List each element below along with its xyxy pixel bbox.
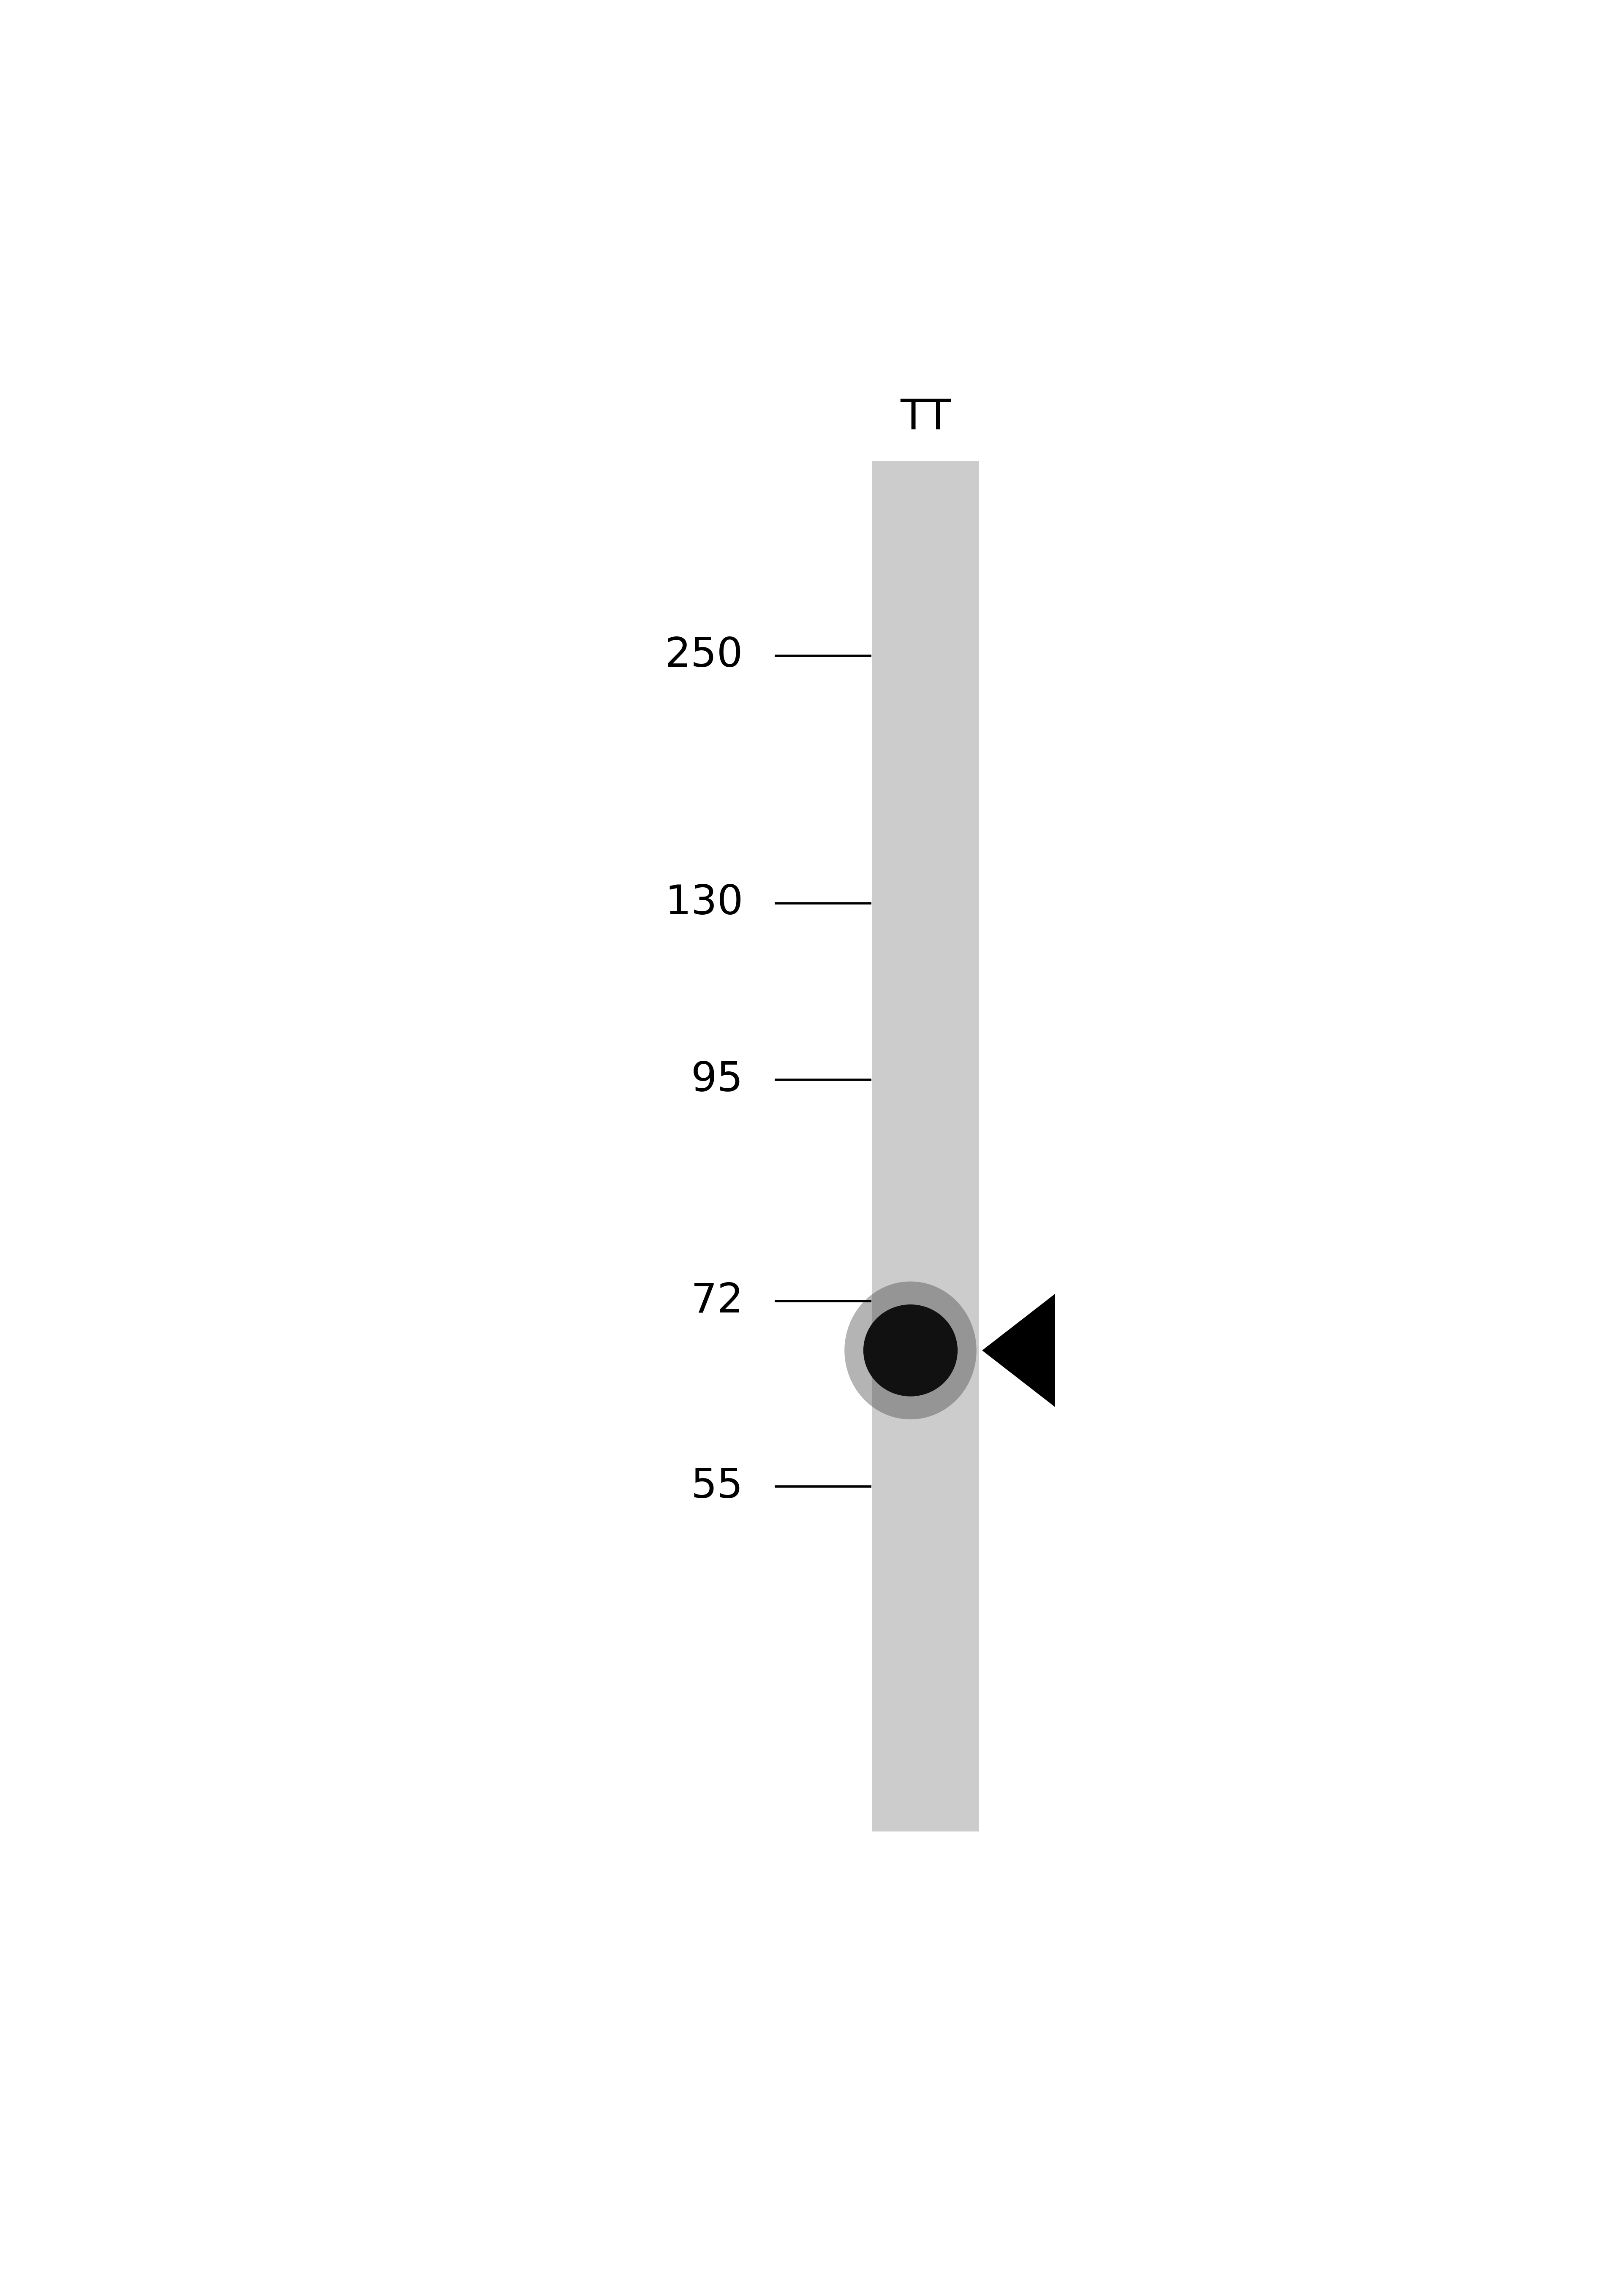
Text: 250: 250 — [665, 636, 743, 675]
Text: 130: 130 — [665, 884, 743, 923]
Bar — [873, 461, 980, 1832]
Ellipse shape — [863, 1304, 957, 1396]
Polygon shape — [981, 1295, 1054, 1407]
Text: 95: 95 — [691, 1061, 743, 1100]
Ellipse shape — [845, 1281, 976, 1419]
Text: 55: 55 — [691, 1467, 743, 1506]
Text: TT: TT — [900, 397, 950, 439]
Text: 72: 72 — [691, 1281, 743, 1320]
